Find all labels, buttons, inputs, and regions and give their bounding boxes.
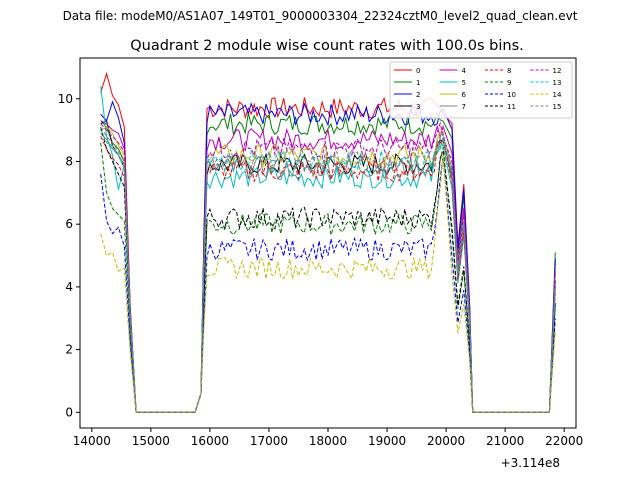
chart-title: Quadrant 2 module wise count rates with … <box>130 38 524 54</box>
y-tick-label: 10 <box>58 92 73 106</box>
x-tick-label: 21000 <box>486 434 524 448</box>
legend-label-3: 3 <box>416 103 420 111</box>
y-tick-label: 0 <box>65 405 73 419</box>
series-group <box>100 71 556 413</box>
legend-label-11: 11 <box>507 103 516 111</box>
series-line-13 <box>100 129 556 413</box>
legend-label-10: 10 <box>507 91 516 99</box>
series-line-7 <box>100 132 556 413</box>
x-tick-label: 19000 <box>368 434 406 448</box>
legend-label-5: 5 <box>462 79 466 87</box>
legend-label-0: 0 <box>416 67 420 75</box>
x-tick-label: 18000 <box>309 434 347 448</box>
legend-label-8: 8 <box>507 67 511 75</box>
legend-label-15: 15 <box>553 103 562 111</box>
legend-label-9: 9 <box>507 79 511 87</box>
plot-area: 14000 15000 16000 17000 18000 19000 20000 21000… <box>58 57 584 448</box>
series-line-5 <box>100 86 556 413</box>
series-line-12 <box>100 121 556 413</box>
y-tick-label: 6 <box>65 217 73 231</box>
legend-label-1: 1 <box>416 79 420 87</box>
legend-label-12: 12 <box>553 67 562 75</box>
x-tick-label: 17000 <box>250 434 288 448</box>
legend-label-14: 14 <box>553 91 562 99</box>
series-line-4 <box>100 120 556 413</box>
legend-label-6: 6 <box>462 91 467 99</box>
legend-label-13: 13 <box>553 79 562 87</box>
x-offset-label: +3.114e8 <box>501 456 560 470</box>
legend-box <box>389 61 573 119</box>
series-line-11 <box>100 126 556 413</box>
series-line-14 <box>100 154 556 413</box>
x-tick-label: 16000 <box>191 434 229 448</box>
y-tick-label: 2 <box>65 343 73 357</box>
x-tick-label: 15000 <box>132 434 170 448</box>
y-tick-label: 4 <box>65 280 73 294</box>
series-line-8 <box>100 136 556 413</box>
y-tick-label: 8 <box>65 154 73 168</box>
legend-label-4: 4 <box>462 67 467 75</box>
axes: 14000 15000 16000 17000 18000 19000 20000 21000… <box>58 92 584 448</box>
series-line-15 <box>100 126 556 413</box>
legend-label-2: 2 <box>416 91 420 99</box>
x-tick-label: 22000 <box>545 434 583 448</box>
x-tick-label: 14000 <box>73 434 111 448</box>
x-tick-label: 20000 <box>427 434 465 448</box>
legend-label-7: 7 <box>462 103 466 111</box>
data-file-label: Data file: modeM0/AS1A07_149T01_90000033… <box>63 9 578 23</box>
series-line-10 <box>100 156 556 413</box>
plot-background <box>80 58 576 428</box>
